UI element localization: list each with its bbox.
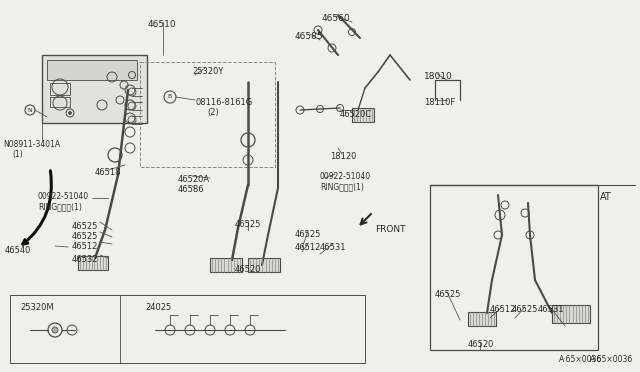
- Bar: [50, 83, 70, 95]
- Bar: [78, 256, 108, 270]
- Text: 46512: 46512: [295, 243, 321, 252]
- Bar: [552, 305, 590, 323]
- Text: 46560: 46560: [322, 14, 351, 23]
- Circle shape: [52, 327, 58, 333]
- Text: RINGリング(1): RINGリング(1): [38, 202, 82, 211]
- Text: AT: AT: [600, 192, 612, 202]
- Text: 25320M: 25320M: [20, 303, 54, 312]
- Text: 46520: 46520: [235, 265, 261, 274]
- Text: 18120: 18120: [330, 152, 356, 161]
- Bar: [47, 60, 137, 80]
- Bar: [468, 312, 496, 326]
- Text: RINGリング(1): RINGリング(1): [320, 182, 364, 191]
- Text: 46512: 46512: [72, 242, 99, 251]
- Bar: [42, 55, 147, 123]
- Bar: [210, 258, 242, 272]
- Text: 08116-8161G: 08116-8161G: [196, 98, 253, 107]
- Text: 46585: 46585: [295, 32, 324, 41]
- Bar: [140, 62, 275, 167]
- Text: (1): (1): [12, 150, 23, 159]
- Text: 46525: 46525: [72, 232, 99, 241]
- Text: 46525: 46525: [72, 222, 99, 231]
- Text: 24025: 24025: [145, 303, 172, 312]
- Text: 25320Y: 25320Y: [192, 67, 223, 76]
- Text: 46525: 46525: [512, 305, 538, 314]
- Text: FRONT: FRONT: [375, 225, 406, 234]
- Text: 46531: 46531: [538, 305, 564, 314]
- Text: 46512: 46512: [490, 305, 516, 314]
- Text: 46525: 46525: [235, 220, 261, 229]
- Text: 46510: 46510: [148, 20, 177, 29]
- Text: 46520: 46520: [468, 340, 494, 349]
- Text: A·65×0036: A·65×0036: [559, 355, 602, 364]
- Bar: [10, 295, 365, 363]
- Text: A·65×0036: A·65×0036: [590, 355, 633, 364]
- FancyArrowPatch shape: [23, 171, 51, 244]
- Text: 46520A: 46520A: [178, 175, 210, 184]
- Text: N: N: [28, 108, 33, 112]
- Circle shape: [68, 112, 72, 115]
- Text: 18110F: 18110F: [424, 98, 455, 107]
- Bar: [352, 108, 374, 122]
- Text: 46540: 46540: [5, 246, 31, 255]
- Text: 46525: 46525: [435, 290, 461, 299]
- Text: 18010: 18010: [424, 72, 452, 81]
- Text: 46586: 46586: [178, 185, 205, 194]
- Bar: [430, 185, 598, 350]
- Text: 46531: 46531: [320, 243, 346, 252]
- Text: 46532: 46532: [72, 255, 99, 264]
- Bar: [248, 258, 280, 272]
- Text: 00922-51040: 00922-51040: [320, 172, 371, 181]
- Text: 00922-51040: 00922-51040: [38, 192, 89, 201]
- Bar: [50, 97, 70, 107]
- Text: N08911-3401A: N08911-3401A: [3, 140, 60, 149]
- Text: 46520C: 46520C: [340, 110, 372, 119]
- Text: 46518: 46518: [95, 168, 122, 177]
- Text: (2): (2): [207, 108, 219, 117]
- Text: 46525: 46525: [295, 230, 321, 239]
- Text: B: B: [168, 94, 172, 99]
